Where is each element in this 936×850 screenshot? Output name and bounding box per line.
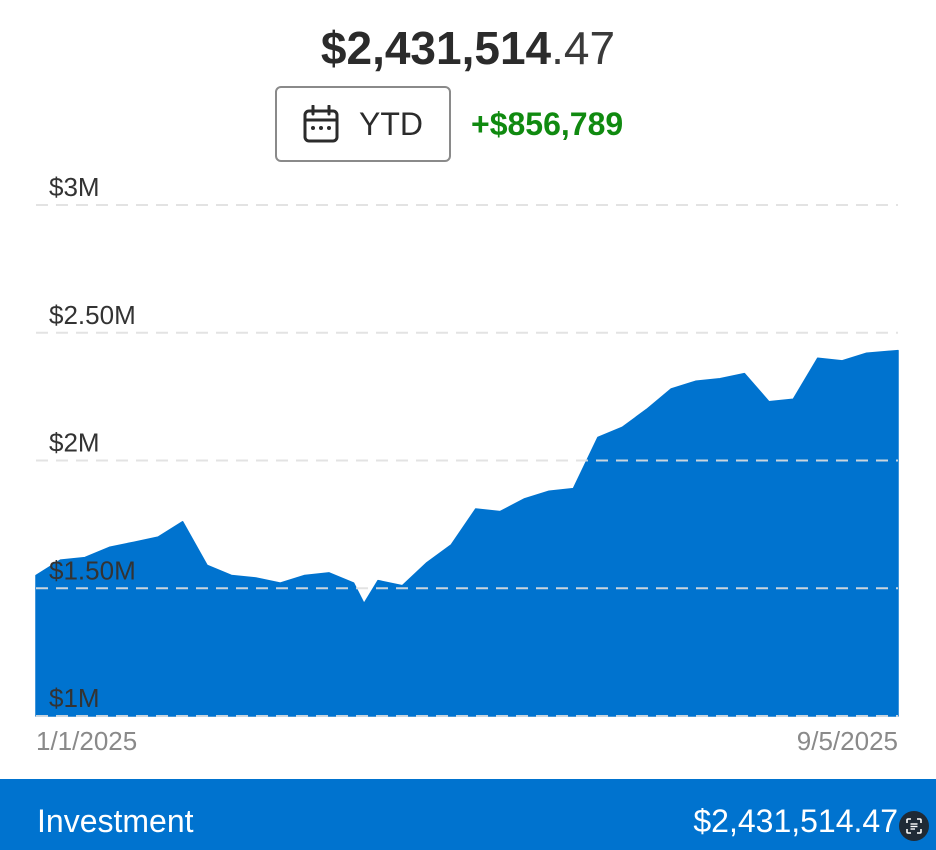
period-label: YTD	[359, 105, 423, 142]
x-tick-label: 9/5/2025	[797, 726, 898, 756]
change-amount: +$856,789	[471, 106, 624, 142]
y-tick-label: $1.50M	[49, 555, 136, 585]
series-area	[35, 349, 899, 717]
y-tick-label: $1M	[49, 683, 100, 713]
period-selector-button[interactable]: YTD	[275, 86, 451, 162]
account-value: $2,431,514.47	[693, 803, 898, 839]
y-tick-label: $2M	[49, 428, 100, 458]
balance-cents: .47	[551, 22, 616, 74]
account-row[interactable]: Investment $2,431,514.47	[0, 779, 936, 850]
balance-amount: $2,431,514.47	[0, 20, 936, 76]
account-label: Investment	[37, 803, 194, 839]
scan-text-icon[interactable]	[899, 811, 929, 841]
y-tick-label: $3M	[49, 172, 100, 202]
y-tick-label: $2.50M	[49, 300, 136, 330]
x-tick-label: 1/1/2025	[36, 726, 137, 756]
balance-chart: $3M $2.50M $2M $1.50M $1M 1/1/2025 9/5/2025	[35, 172, 899, 756]
calendar-icon	[303, 105, 339, 143]
balance-whole: $2,431,514	[320, 22, 552, 74]
